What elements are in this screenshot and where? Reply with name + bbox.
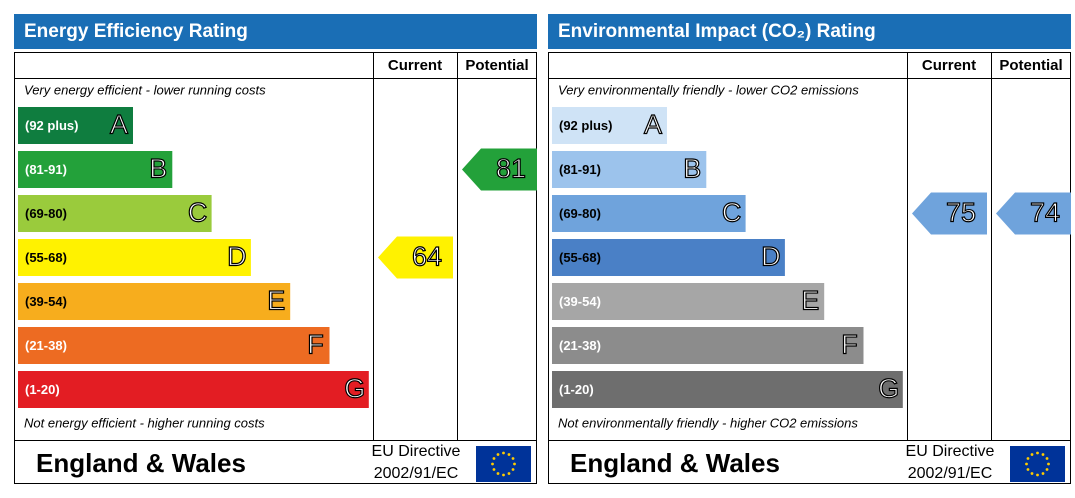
band-letter: F — [307, 330, 324, 360]
rating-band — [18, 151, 173, 188]
band-letter: B — [149, 154, 167, 184]
rating-band — [552, 195, 746, 232]
rating-band — [18, 283, 291, 320]
region: England & Wales — [570, 448, 780, 478]
top-note: Very environmentally friendly - lower CO… — [558, 82, 859, 97]
directive: 2002/91/EC — [908, 465, 993, 482]
eu-star — [496, 472, 500, 475]
column-header: Potential — [465, 57, 528, 74]
rating-arrow — [912, 192, 987, 235]
eu-star — [1047, 462, 1050, 466]
rating-value: 64 — [412, 242, 442, 272]
eu-star — [507, 472, 511, 475]
eu-star — [513, 462, 516, 466]
band-range: (55-68) — [559, 250, 601, 265]
bottom-note: Not environmentally friendly - higher CO… — [558, 415, 858, 430]
rating-band — [552, 107, 667, 144]
eu-star — [1036, 473, 1039, 477]
band-letter: A — [644, 110, 662, 140]
band-letter: D — [227, 242, 247, 272]
band-range: (81-91) — [25, 162, 67, 177]
directive: EU Directive — [372, 443, 461, 460]
eu-star — [1025, 462, 1028, 466]
band-range: (81-91) — [559, 162, 601, 177]
panel-title: Energy Efficiency Rating — [24, 21, 248, 42]
panel-title: Environmental Impact (CO₂) Rating — [558, 21, 876, 42]
band-letter: A — [110, 110, 128, 140]
eu-star — [1036, 451, 1039, 455]
band-letter: G — [344, 374, 365, 404]
eu-star — [1030, 472, 1034, 475]
band-range: (21-38) — [25, 338, 67, 353]
rating-arrow — [996, 192, 1071, 235]
rating-band — [18, 327, 330, 364]
eu-star — [502, 451, 505, 455]
region: England & Wales — [36, 448, 246, 478]
rating-band — [552, 371, 903, 408]
band-range: (55-68) — [25, 250, 67, 265]
eu-star — [502, 473, 505, 477]
directive: EU Directive — [906, 443, 995, 460]
rating-value: 81 — [496, 154, 526, 184]
band-range: (39-54) — [559, 294, 601, 309]
rating-band — [552, 327, 864, 364]
rating-value: 74 — [1030, 198, 1060, 228]
eu-star — [507, 453, 511, 456]
band-letter: E — [267, 286, 285, 316]
table-frame — [14, 52, 537, 484]
rating-band — [18, 195, 212, 232]
eu-star — [491, 462, 494, 466]
eu-star — [496, 453, 500, 456]
rating-value: 75 — [946, 198, 976, 228]
band-letter: G — [878, 374, 899, 404]
band-letter: D — [761, 242, 781, 272]
band-letter: E — [801, 286, 819, 316]
band-letter: B — [683, 154, 701, 184]
rating-band — [552, 151, 707, 188]
eu-star — [511, 457, 515, 460]
rating-band — [552, 283, 825, 320]
band-letter: C — [722, 198, 742, 228]
table-frame — [548, 52, 1071, 484]
rating-band — [18, 371, 369, 408]
band-range: (69-80) — [25, 206, 67, 221]
band-range: (69-80) — [559, 206, 601, 221]
band-range: (39-54) — [25, 294, 67, 309]
rating-arrow — [462, 148, 537, 191]
band-range: (92 plus) — [25, 118, 78, 133]
band-range: (21-38) — [559, 338, 601, 353]
eu-star — [1026, 468, 1030, 471]
eu-star — [1030, 453, 1034, 456]
top-note: Very energy efficient - lower running co… — [24, 82, 266, 97]
band-range: (1-20) — [559, 382, 594, 397]
eu-star — [492, 457, 496, 460]
eu-star — [1045, 457, 1049, 460]
rating-band — [18, 239, 251, 276]
eu-star — [1045, 468, 1049, 471]
column-header: Current — [922, 57, 976, 74]
band-letter: F — [841, 330, 858, 360]
eu-flag — [1010, 446, 1065, 482]
band-range: (92 plus) — [559, 118, 612, 133]
band-range: (1-20) — [25, 382, 60, 397]
column-header: Potential — [999, 57, 1062, 74]
title-bar — [14, 14, 537, 49]
directive: 2002/91/EC — [374, 465, 459, 482]
column-header: Current — [388, 57, 442, 74]
eu-star — [1026, 457, 1030, 460]
eu-star — [492, 468, 496, 471]
rating-band — [18, 107, 133, 144]
rating-arrow — [378, 236, 453, 279]
eu-flag — [476, 446, 531, 482]
eu-star — [1041, 453, 1045, 456]
eu-star — [1041, 472, 1045, 475]
eu-star — [511, 468, 515, 471]
title-bar — [548, 14, 1071, 49]
band-letter: C — [188, 198, 208, 228]
rating-band — [552, 239, 785, 276]
bottom-note: Not energy efficient - higher running co… — [24, 415, 265, 430]
